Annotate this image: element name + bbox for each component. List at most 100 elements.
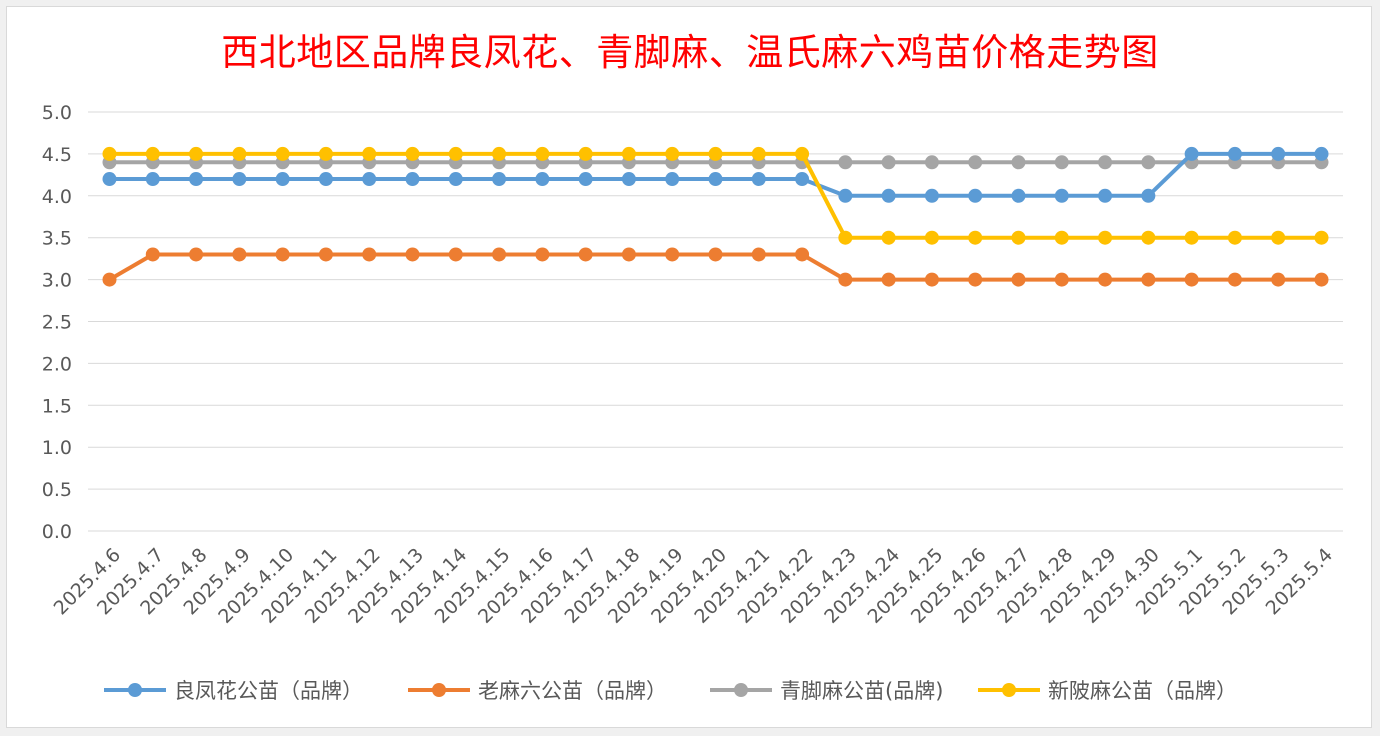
data-point (1271, 146, 1286, 161)
legend-marker (432, 683, 446, 697)
legend-marker (734, 683, 748, 697)
data-point (924, 272, 939, 287)
data-point (1184, 146, 1199, 161)
data-point (232, 172, 247, 187)
data-point (1098, 272, 1113, 287)
data-point (275, 146, 290, 161)
data-point (1054, 188, 1069, 203)
data-point (492, 146, 507, 161)
data-point (924, 230, 939, 245)
data-point (318, 247, 333, 262)
data-point (189, 146, 204, 161)
data-point (362, 172, 377, 187)
data-point (968, 155, 983, 170)
data-point (405, 146, 420, 161)
data-point (448, 172, 463, 187)
data-point (1271, 272, 1286, 287)
data-point (189, 247, 204, 262)
data-point (405, 247, 420, 262)
legend-label: 老麻六公苗（品牌） (478, 679, 667, 703)
data-point (102, 146, 117, 161)
legend: 良凤花公苗（品牌） 老麻六公苗（品牌） 青脚麻公苗(品牌) 新陂麻公苗（品牌） (104, 679, 1237, 703)
data-point (1314, 146, 1329, 161)
data-point (145, 172, 160, 187)
data-point (881, 188, 896, 203)
legend-marker (128, 683, 142, 697)
data-point (1098, 230, 1113, 245)
data-point (275, 172, 290, 187)
data-point (751, 146, 766, 161)
data-point (1184, 230, 1199, 245)
data-point (1271, 230, 1286, 245)
data-point (838, 155, 853, 170)
y-tick-label: 1.0 (42, 437, 72, 459)
data-point (665, 146, 680, 161)
y-tick-label: 5.0 (42, 102, 72, 124)
legend-label: 新陂麻公苗（品牌） (1048, 679, 1237, 703)
data-point (665, 172, 680, 187)
chart-area (6, 6, 1372, 728)
y-tick-label: 0.0 (42, 521, 72, 543)
y-tick-label: 0.5 (42, 479, 72, 501)
data-point (1314, 230, 1329, 245)
y-tick-label: 1.5 (42, 395, 72, 417)
data-point (318, 146, 333, 161)
data-point (535, 172, 550, 187)
data-point (578, 247, 593, 262)
y-tick-label: 4.0 (42, 186, 72, 208)
data-point (492, 172, 507, 187)
y-tick-label: 2.0 (42, 353, 72, 375)
data-point (578, 146, 593, 161)
data-point (318, 172, 333, 187)
series-lines (102, 146, 1329, 287)
data-point (1141, 188, 1156, 203)
data-point (145, 247, 160, 262)
data-point (968, 188, 983, 203)
x-axis-ticks: 2025.4.62025.4.72025.4.82025.4.92025.4.1… (50, 544, 1337, 628)
data-point (1314, 272, 1329, 287)
data-point (838, 188, 853, 203)
data-point (881, 155, 896, 170)
data-point (189, 172, 204, 187)
data-point (708, 172, 723, 187)
y-tick-label: 2.5 (42, 312, 72, 334)
chart-title: 西北地区品牌良凤花、青脚麻、温氏麻六鸡苗价格走势图 (221, 31, 1159, 74)
data-point (362, 247, 377, 262)
data-point (1011, 230, 1026, 245)
data-point (448, 146, 463, 161)
y-tick-label: 4.5 (42, 144, 72, 166)
data-point (1098, 155, 1113, 170)
data-point (1011, 188, 1026, 203)
data-point (665, 247, 680, 262)
data-point (621, 146, 636, 161)
data-point (578, 172, 593, 187)
y-axis-ticks: 5.0 4.5 4.0 3.5 3.0 2.5 2.0 1.5 1.0 0.5 0.0 (42, 102, 72, 543)
data-point (1141, 272, 1156, 287)
data-point (492, 247, 507, 262)
data-point (232, 146, 247, 161)
data-point (795, 247, 810, 262)
data-point (968, 230, 983, 245)
y-tick-label: 3.5 (42, 228, 72, 250)
data-point (232, 247, 247, 262)
data-point (1141, 155, 1156, 170)
data-point (1054, 230, 1069, 245)
data-point (275, 247, 290, 262)
data-point (1227, 146, 1242, 161)
data-point (1011, 272, 1026, 287)
legend-label: 良凤花公苗（品牌） (174, 679, 363, 703)
data-point (1054, 155, 1069, 170)
data-point (1011, 155, 1026, 170)
legend-label: 青脚麻公苗(品牌) (780, 679, 943, 703)
data-point (621, 247, 636, 262)
data-point (1054, 272, 1069, 287)
data-point (1227, 230, 1242, 245)
data-point (145, 146, 160, 161)
data-point (708, 146, 723, 161)
data-point (1227, 272, 1242, 287)
y-tick-label: 3.0 (42, 270, 72, 292)
data-point (838, 272, 853, 287)
data-point (751, 247, 766, 262)
data-point (924, 155, 939, 170)
